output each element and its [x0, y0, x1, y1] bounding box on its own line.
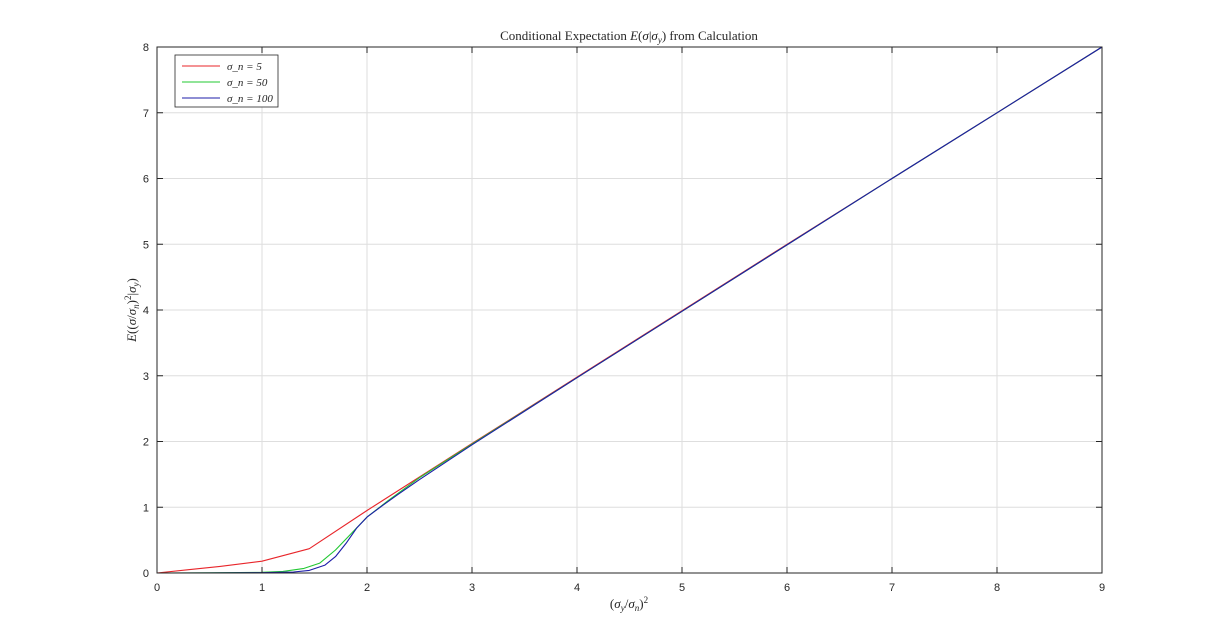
y-tick-label: 3 [143, 371, 149, 383]
y-tick-label: 2 [143, 437, 149, 449]
legend-entries: σ_n = 5 σ_n = 50 σ_n = 100 [182, 61, 273, 105]
legend: σ_n = 5 σ_n = 50 σ_n = 100 [174, 54, 279, 108]
x-tick-label: 1 [259, 582, 265, 594]
chart-title: Conditional Expectation E(σ|σy) from Cal… [500, 28, 758, 45]
x-tick-label: 5 [679, 582, 685, 594]
axis-ticks [156, 46, 1103, 574]
series-line [156, 46, 1103, 574]
legend-label: σ_n = 5 [227, 61, 262, 73]
y-tick-label: 1 [143, 502, 149, 514]
y-tick-label: 0 [143, 568, 149, 580]
data-series [156, 46, 1103, 574]
x-tick-label: 8 [994, 582, 1000, 594]
x-tick-label: 9 [1099, 582, 1105, 594]
x-tick-label: 4 [574, 582, 580, 594]
x-tick-labels: 0 1 2 3 4 5 6 7 8 9 [154, 582, 1105, 594]
y-tick-labels: 0 1 2 3 4 5 6 7 8 [143, 42, 149, 580]
x-tick-label: 3 [469, 582, 475, 594]
y-tick-label: 4 [143, 305, 149, 317]
x-tick-label: 0 [154, 582, 160, 594]
legend-label: σ_n = 100 [227, 93, 273, 105]
y-axis-label: E((σ/σn)2|σy) [123, 278, 141, 343]
y-tick-label: 6 [143, 174, 149, 186]
x-axis-label: (σy/σn)2 [610, 595, 648, 613]
x-tick-label: 2 [364, 582, 370, 594]
y-tick-label: 8 [143, 42, 149, 54]
y-tick-label: 5 [143, 239, 149, 251]
x-tick-label: 7 [889, 582, 895, 594]
x-tick-label: 6 [784, 582, 790, 594]
y-tick-label: 7 [143, 108, 149, 120]
legend-label: σ_n = 50 [227, 77, 268, 89]
